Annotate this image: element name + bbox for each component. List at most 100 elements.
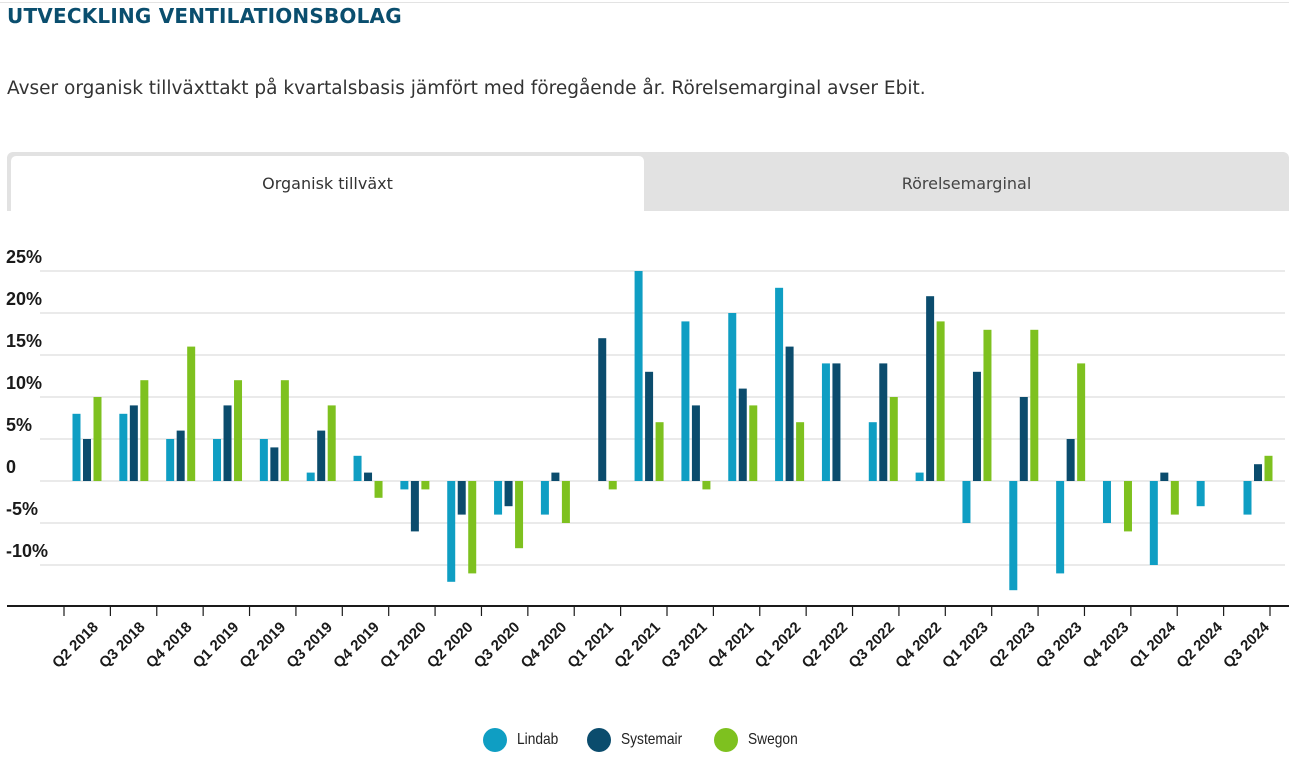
bar-swegon-q3-2024	[1264, 455, 1273, 481]
bar-lindab-q2-2020	[447, 481, 456, 582]
legend-dot-lindab	[483, 728, 507, 752]
x-tick-label: Q2 2023	[986, 619, 1039, 672]
x-tick-label: Q3 2024	[1220, 618, 1273, 671]
x-tick-label: Q4 2018	[143, 619, 196, 672]
bar-swegon-q4-2019	[374, 481, 383, 498]
x-tick-label: Q1 2022	[752, 619, 805, 672]
bar-systemair-q2-2022	[832, 363, 841, 481]
bar-swegon-q4-2022	[936, 321, 945, 481]
bar-swegon-q1-2023	[983, 329, 992, 481]
bar-lindab-q1-2019	[213, 439, 222, 481]
bar-systemair-q4-2022	[926, 296, 935, 481]
bar-lindab-q4-2019	[353, 455, 362, 481]
bar-swegon-q4-2023	[1123, 481, 1132, 532]
y-tick-label: -5%	[6, 499, 38, 519]
x-tick-label: Q2 2020	[424, 619, 477, 672]
bar-lindab-q1-2022	[775, 287, 784, 481]
x-tick-label: Q1 2020	[377, 619, 430, 672]
legend-item-lindab[interactable]: Lindab	[483, 728, 565, 752]
x-tick-label: Q1 2024	[1126, 618, 1179, 671]
bar-swegon-q1-2022	[796, 422, 805, 481]
legend-dot-swegon	[714, 728, 739, 752]
bar-lindab-q2-2022	[821, 363, 830, 481]
bar-lindab-q3-2022	[868, 422, 877, 481]
page-title: UTVECKLING VENTILATIONSBOLAG	[7, 4, 402, 28]
x-tick-label: Q3 2022	[845, 619, 898, 672]
bar-systemair-q3-2021	[691, 405, 700, 481]
bar-systemair-q2-2018	[83, 439, 91, 481]
bar-systemair-q3-2020	[504, 481, 513, 507]
bar-systemair-q1-2024	[1160, 472, 1169, 481]
top-divider	[0, 2, 1289, 3]
x-tick-label: Q2 2024	[1173, 618, 1226, 671]
bar-systemair-q1-2020	[410, 481, 419, 532]
x-tick-label: Q4 2021	[705, 619, 758, 672]
x-tick-label: Q1 2023	[939, 619, 992, 672]
bar-lindab-q3-2020	[494, 481, 503, 515]
bar-lindab-q3-2019	[306, 472, 315, 481]
chart-tabs: Organisk tillväxt Rörelsemarginal	[7, 152, 1289, 211]
y-tick-label: 25%	[6, 247, 42, 267]
y-tick-label: 10%	[6, 373, 42, 393]
x-tick-label: Q4 2020	[518, 619, 571, 672]
bar-lindab-q4-2020	[540, 481, 549, 515]
bar-lindab-q2-2021	[634, 271, 643, 481]
bar-systemair-q1-2019	[223, 405, 232, 481]
x-tick-label: Q2 2018	[49, 619, 102, 672]
bar-swegon-q1-2020	[421, 481, 430, 490]
bar-systemair-q2-2023	[1019, 397, 1028, 481]
legend-item-systemair[interactable]: Systemair	[587, 728, 692, 752]
bar-systemair-q4-2019	[364, 472, 373, 481]
bar-lindab-q3-2021	[681, 321, 690, 481]
bar-swegon-q2-2019	[280, 380, 289, 481]
x-tick-label: Q2 2019	[236, 619, 289, 672]
x-tick-label: Q3 2018	[96, 619, 149, 672]
bar-lindab-q3-2023	[1056, 481, 1065, 574]
bar-lindab-q2-2024	[1196, 481, 1205, 507]
x-tick-label: Q3 2019	[283, 619, 336, 672]
x-tick-label: Q3 2023	[1033, 619, 1086, 672]
chart-legend: Lindab Systemair Swegon	[0, 725, 1289, 755]
y-tick-label: 15%	[6, 331, 42, 351]
bar-systemair-q2-2021	[645, 371, 654, 481]
x-tick-label: Q4 2022	[892, 619, 945, 672]
legend-item-swegon[interactable]: Swegon	[714, 728, 806, 752]
bar-systemair-q1-2021	[598, 338, 607, 481]
bar-swegon-q4-2018	[187, 346, 196, 481]
x-tick-label: Q1 2019	[190, 619, 243, 672]
bar-systemair-q2-2019	[270, 447, 279, 481]
x-tick-label: Q1 2021	[564, 619, 617, 672]
tab-organisk-tillvaxt[interactable]: Organisk tillväxt	[11, 156, 644, 211]
x-tick-label: Q3 2020	[471, 619, 524, 672]
tab-rorelsemarginal[interactable]: Rörelsemarginal	[901, 174, 1032, 193]
bar-systemair-q3-2023	[1066, 439, 1075, 481]
bar-lindab-q4-2021	[728, 313, 737, 481]
bar-swegon-q4-2021	[749, 405, 758, 481]
bar-swegon-q3-2018	[140, 380, 149, 481]
bar-systemair-q3-2022	[879, 363, 888, 481]
bar-lindab-q2-2018	[72, 413, 81, 481]
bar-swegon-q3-2022	[889, 397, 898, 481]
page-subtitle: Avser organisk tillväxttakt på kvartalsb…	[7, 78, 926, 99]
x-tick-label: Q3 2021	[658, 619, 711, 672]
legend-label-lindab: Lindab	[517, 731, 559, 748]
bar-lindab-q2-2019	[259, 439, 268, 481]
x-tick-label: Q4 2019	[330, 619, 383, 672]
bar-swegon-q2-2023	[1030, 329, 1039, 481]
bar-swegon-q3-2020	[515, 481, 524, 549]
bar-systemair-q1-2022	[785, 346, 794, 481]
bar-lindab-q3-2018	[119, 413, 128, 481]
bar-systemair-q4-2021	[738, 388, 747, 481]
y-tick-label: 20%	[6, 289, 42, 309]
bar-lindab-q1-2023	[962, 481, 971, 523]
bar-swegon-q3-2021	[702, 481, 711, 490]
bar-lindab-q3-2024	[1243, 481, 1252, 515]
bar-systemair-q2-2020	[457, 481, 466, 515]
y-tick-label: -10%	[6, 541, 48, 561]
bar-swegon-q3-2023	[1077, 363, 1086, 481]
bar-systemair-q4-2020	[551, 472, 560, 481]
bar-swegon-q1-2019	[234, 380, 243, 481]
bar-systemair-q3-2018	[129, 405, 138, 481]
bar-lindab-q4-2023	[1102, 481, 1111, 523]
